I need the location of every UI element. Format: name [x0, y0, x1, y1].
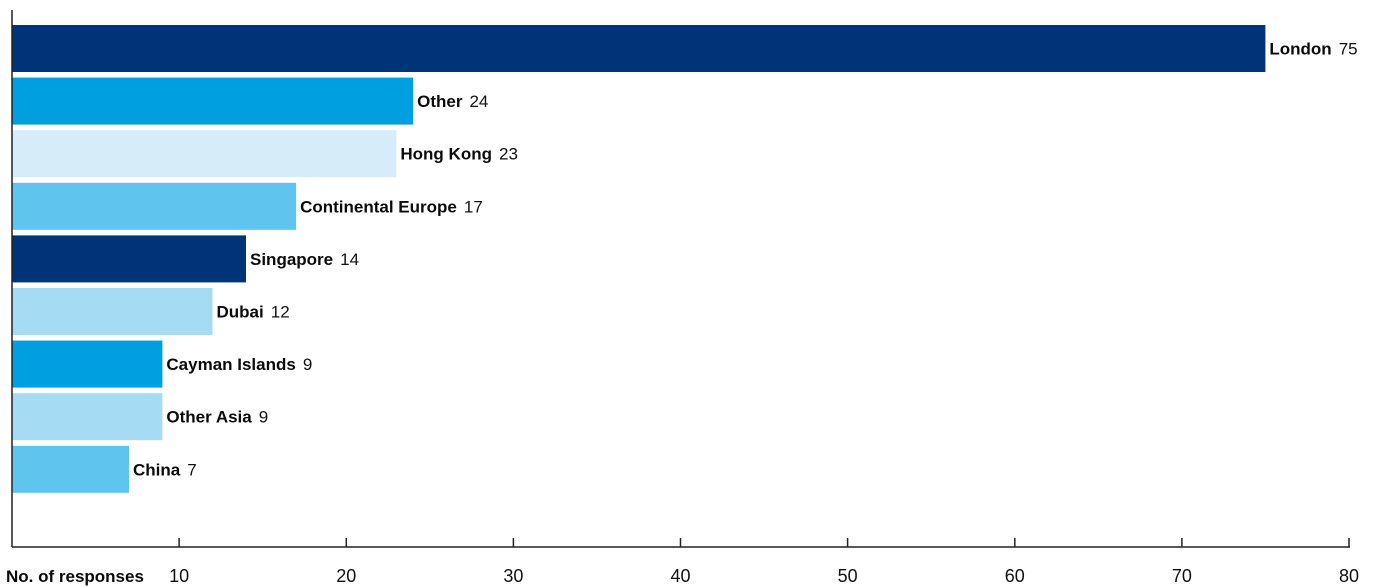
bar-label-continental-europe: Continental Europe 17: [300, 197, 483, 216]
bar-label-london: London 75: [1269, 40, 1357, 59]
x-tick-label-70: 70: [1172, 566, 1192, 586]
bar-category-label: Continental Europe: [300, 197, 457, 216]
bar-other-asia: [12, 393, 163, 441]
bar-category-label: Singapore: [250, 250, 333, 269]
bar-label-hong-kong: Hong Kong 23: [400, 145, 518, 164]
x-axis-title: No. of responses: [6, 567, 144, 586]
bar-value-label: 17: [464, 197, 483, 216]
bar-category-label: Cayman Islands: [166, 355, 295, 374]
bar-category-label: London: [1269, 40, 1331, 59]
x-tick-label-80: 80: [1339, 566, 1359, 586]
bar-value-label: 9: [259, 408, 268, 427]
bar-hong-kong: [12, 130, 397, 178]
bar-other: [12, 77, 414, 125]
bar-labels-group: London 75 Other 24 Hong Kong 23 Continental Eu…: [133, 40, 1358, 480]
bar-category-label: China: [133, 460, 181, 479]
bar-value-label: 12: [271, 303, 290, 322]
bar-label-other: Other 24: [417, 92, 488, 111]
bar-label-china: China 7: [133, 460, 197, 479]
bar-category-label: Dubai: [217, 303, 264, 322]
x-tick-label-40: 40: [670, 566, 690, 586]
x-tick-label-50: 50: [838, 566, 858, 586]
bar-singapore: [12, 235, 246, 283]
bars-group: [12, 25, 1266, 493]
bar-cayman-islands: [12, 340, 163, 388]
bar-value-label: 7: [187, 460, 196, 479]
bar-continental-europe: [12, 182, 297, 230]
bar-value-label: 24: [469, 92, 488, 111]
bar-category-label: Other Asia: [166, 408, 252, 427]
bar-label-other-asia: Other Asia 9: [166, 408, 268, 427]
bar-value-label: 23: [499, 145, 518, 164]
x-tick-label-60: 60: [1005, 566, 1025, 586]
bar-value-label: 9: [303, 355, 312, 374]
bar-dubai: [12, 288, 213, 335]
x-tick-label-10: 10: [169, 566, 189, 586]
x-tick-label-20: 20: [336, 566, 356, 586]
x-ticks-group: 10 20 30 40 50 60 70 80: [169, 538, 1359, 586]
bar-china: [12, 445, 129, 493]
x-tick-label-30: 30: [503, 566, 523, 586]
bar-label-cayman-islands: Cayman Islands 9: [166, 355, 312, 374]
bar-value-label: 14: [340, 250, 359, 269]
bar-category-label: Other: [417, 92, 463, 111]
bar-london: [12, 25, 1266, 72]
bar-value-label: 75: [1339, 40, 1358, 59]
bar-label-singapore: Singapore 14: [250, 250, 359, 269]
bar-label-dubai: Dubai 12: [217, 303, 290, 322]
bar-category-label: Hong Kong: [400, 145, 492, 164]
